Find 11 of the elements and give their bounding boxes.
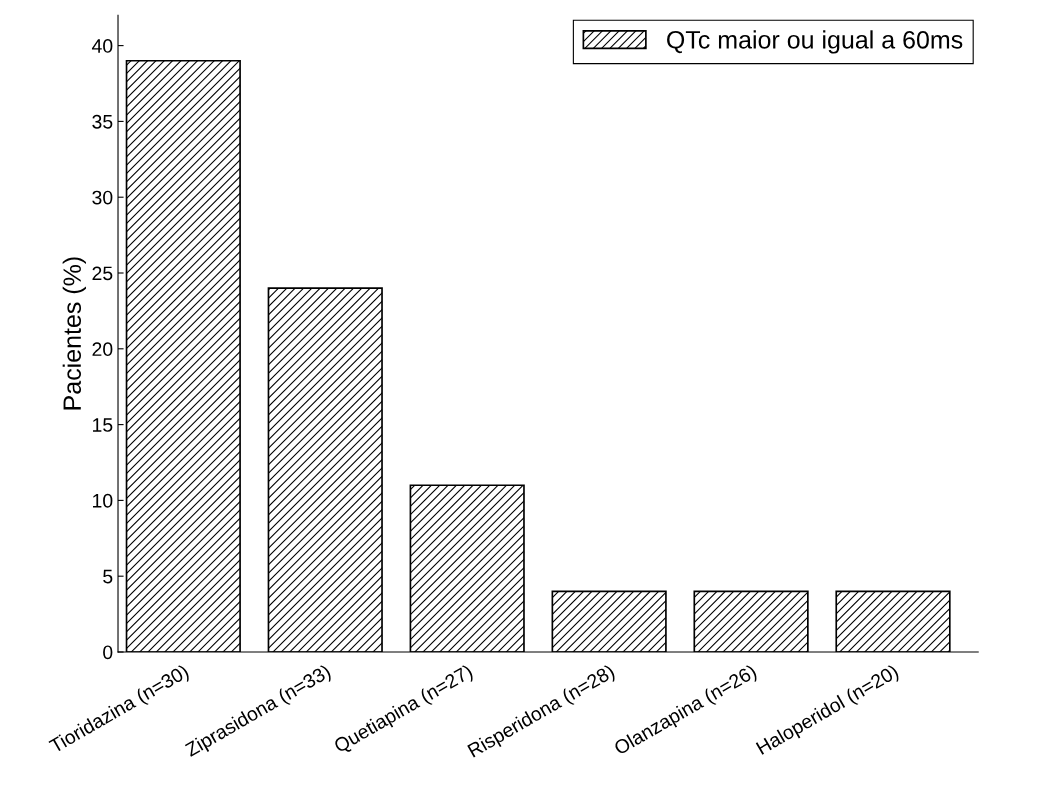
- y-tick-label: 25: [92, 266, 113, 281]
- y-tick-label: 0: [103, 645, 113, 660]
- legend-label: QTc maior ou igual a 60ms: [667, 30, 963, 54]
- y-tick-label: 10: [93, 493, 113, 508]
- y-axis-title: Pacientes (%): [62, 257, 86, 410]
- y-tick-label: 20: [92, 342, 113, 357]
- y-tick-label: 30: [92, 190, 113, 205]
- y-tick-label: 15: [93, 418, 113, 432]
- y-tick-label: 5: [103, 569, 113, 584]
- y-tick-label: 35: [92, 114, 113, 129]
- y-tick-label: 40: [91, 39, 113, 53]
